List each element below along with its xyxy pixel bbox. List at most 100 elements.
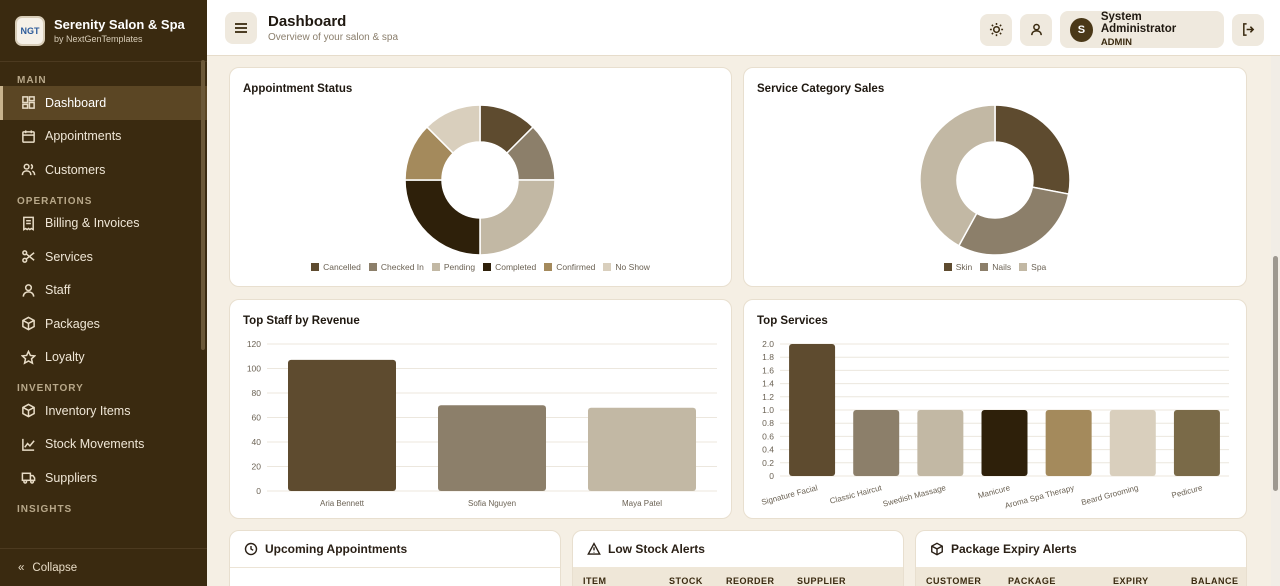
bar-swedish-massage[interactable] (917, 410, 964, 476)
legend-item[interactable]: Cancelled (311, 262, 361, 272)
y-tick-label: 1.2 (762, 392, 774, 402)
theme-toggle-button[interactable] (980, 13, 1012, 46)
brand-sub: by NextGenTemplates (54, 34, 143, 44)
brand-name: Serenity Salon & Spa (54, 17, 185, 32)
bar-manicure[interactable] (981, 410, 1028, 476)
sidebar-item-services[interactable]: Services (0, 240, 207, 274)
user-menu[interactable]: S System Administrator ADMIN (1060, 11, 1224, 48)
logout-button[interactable] (1232, 13, 1264, 46)
y-tick-label: 0.4 (762, 445, 774, 455)
legend-item[interactable]: Checked In (368, 262, 424, 272)
pie-slice-completed[interactable] (404, 179, 481, 256)
sidebar-item-label: Packages (45, 316, 100, 331)
top-staff-chart: 0 20 40 60 80 100 120 Aria Bennett Sofia Nguyen M… (247, 339, 717, 508)
pie-slice-pending[interactable] (479, 179, 556, 256)
user-name: System Administrator (1100, 11, 1177, 35)
y-tick-label: 0.6 (762, 431, 774, 441)
sun-icon (989, 22, 1003, 37)
main-scrollbar-thumb[interactable] (1273, 256, 1278, 491)
sidebar-item-label: Suppliers (45, 470, 98, 485)
sidebar-item-label: Inventory Items (45, 403, 131, 418)
profile-button[interactable] (1020, 13, 1052, 46)
pie-slice-spa[interactable] (919, 104, 996, 247)
column-header[interactable]: REORDER (726, 576, 775, 586)
y-tick-label: 20 (252, 462, 262, 472)
truck-icon (20, 470, 36, 486)
sidebar-scrollbar[interactable] (201, 60, 205, 350)
y-tick-label: 2.0 (762, 339, 774, 349)
legend-item[interactable]: Completed (483, 262, 536, 272)
sidebar-item-dashboard[interactable]: Dashboard (0, 86, 207, 120)
user-icon (1030, 23, 1042, 36)
card-title: Low Stock Alerts (608, 542, 705, 556)
x-tick-label: Signature Facial (760, 483, 818, 507)
section-main: MAIN (17, 75, 47, 86)
chart-legend: Cancelled Checked In Pending Completed Confi… (230, 262, 731, 272)
sidebar-item-loyalty[interactable]: Loyalty (0, 341, 207, 375)
column-header[interactable]: BALANCE (1191, 576, 1239, 586)
bar-aria-bennett[interactable] (288, 359, 396, 491)
legend-swatch (431, 263, 440, 271)
column-header[interactable]: PACKAGE (1008, 576, 1056, 586)
x-tick-label: Pedicure (1171, 483, 1204, 500)
legend-item[interactable]: Skin (943, 262, 972, 272)
legend-swatch (943, 263, 952, 271)
scissors-icon (20, 249, 36, 265)
legend-item[interactable]: Spa (1019, 262, 1046, 272)
menu-toggle-button[interactable] (225, 11, 257, 44)
main-scrollbar[interactable] (1271, 56, 1280, 586)
top-header: Dashboard Overview of your salon & spa S… (207, 0, 1280, 56)
pie-slice-skin[interactable] (994, 104, 1071, 195)
bar-sofia-nguyen[interactable] (438, 405, 546, 491)
legend-item[interactable]: No Show (603, 262, 650, 272)
bar-signature-facial[interactable] (789, 344, 836, 476)
chart-legend: Skin Nails Spa (744, 262, 1246, 272)
column-header[interactable]: EXPIRY (1113, 576, 1149, 586)
column-header[interactable]: CUSTOMER (926, 576, 982, 586)
package-expiry-table-header: CUSTOMER PACKAGE EXPIRY BALANCE (916, 567, 1246, 586)
collapse-button[interactable]: « Collapse (0, 548, 207, 586)
legend-swatch (368, 263, 377, 271)
brand[interactable]: NGT Serenity Salon & Spa by NextGenTempl… (0, 0, 207, 62)
warning-icon (587, 542, 601, 555)
sidebar-item-billing[interactable]: Billing & Invoices (0, 207, 207, 241)
sidebar-item-stock-movements[interactable]: Stock Movements (0, 428, 207, 462)
legend-label: Pending (443, 262, 476, 272)
sidebar-item-staff[interactable]: Staff (0, 274, 207, 308)
brand-logo: NGT (15, 15, 45, 46)
legend-label: Spa (1031, 262, 1047, 272)
package-expiry-card: Package Expiry Alerts CUSTOMER PACKAGE E… (915, 530, 1247, 586)
pie-slice-nails[interactable] (957, 186, 1070, 256)
box-icon (20, 403, 36, 419)
column-header[interactable]: SUPPLIER (797, 576, 847, 586)
y-tick-label: 1.4 (762, 379, 774, 389)
legend-swatch (483, 263, 492, 271)
y-tick-label: 100 (247, 364, 261, 374)
legend-item[interactable]: Pending (431, 262, 476, 272)
sidebar-item-label: Staff (45, 283, 71, 298)
bar-aroma-spa-therapy[interactable] (1045, 410, 1092, 476)
bar-beard-grooming[interactable] (1109, 410, 1156, 476)
clock-icon (244, 542, 258, 556)
sidebar-item-label: Appointments (45, 129, 122, 144)
legend-item[interactable]: Confirmed (544, 262, 595, 272)
bar-pedicure[interactable] (1173, 410, 1220, 476)
sidebar-item-customers[interactable]: Customers (0, 153, 207, 187)
sidebar-item-appointments[interactable]: Appointments (0, 120, 207, 154)
column-header[interactable]: STOCK (669, 576, 703, 586)
section-inventory: INVENTORY (17, 383, 84, 394)
sidebar-item-packages[interactable]: Packages (0, 307, 207, 341)
pie-slice-no-show[interactable] (425, 104, 481, 155)
y-tick-label: 120 (247, 339, 261, 349)
y-tick-label: 1.0 (762, 405, 774, 415)
bar-classic-haircut[interactable] (853, 410, 900, 476)
sidebar-item-inventory-items[interactable]: Inventory Items (0, 394, 207, 428)
bar-maya-patel[interactable] (588, 407, 696, 491)
calendar-icon (20, 128, 36, 144)
x-tick-label: Beard Grooming (1080, 483, 1139, 507)
legend-item[interactable]: Nails (980, 262, 1011, 272)
avatar: S (1070, 17, 1093, 42)
sidebar-item-suppliers[interactable]: Suppliers (0, 461, 207, 495)
column-header[interactable]: ITEM (583, 576, 607, 586)
legend-label: No Show (615, 262, 650, 272)
